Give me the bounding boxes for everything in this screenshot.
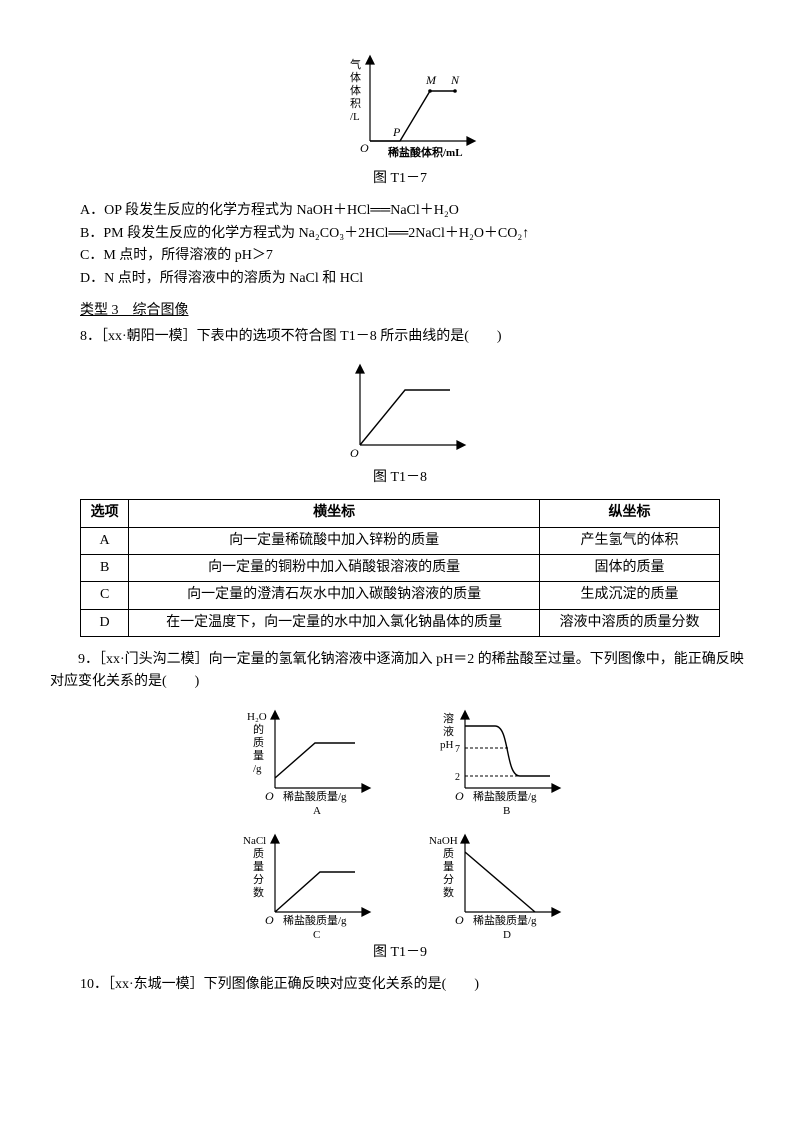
table-row: D 在一定温度下，向一定量的水中加入氯化钠晶体的质量 溶液中溶质的质量分数: [81, 609, 720, 636]
svg-text:A: A: [313, 805, 321, 817]
options-block-7: A．OP 段发生反应的化学方程式为 NaOH＋HCl══NaCl＋H₂O B．P…: [80, 200, 750, 290]
question-10: 10．［xx·东城一模］下列图像能正确反映对应变化关系的是( ): [80, 974, 750, 996]
chart-t1-8: O: [320, 355, 480, 465]
svg-text:气: 气: [350, 57, 361, 71]
svg-text:O: O: [265, 789, 274, 803]
figure-t1-7: M N P O 气 体 体 积 /L 稀盐酸体积/mL: [50, 46, 750, 166]
svg-text:H₂O: H₂O: [247, 711, 267, 723]
label-O: O: [360, 141, 369, 155]
svg-text:/L: /L: [350, 111, 360, 123]
svg-text:量: 量: [253, 860, 264, 873]
svg-text:体: 体: [350, 70, 361, 84]
th-y: 纵坐标: [539, 500, 719, 527]
svg-text:7: 7: [455, 744, 460, 755]
svg-text:的: 的: [253, 722, 264, 736]
svg-text:2: 2: [455, 772, 460, 783]
svg-text:分: 分: [443, 873, 454, 886]
svg-text:稀盐酸质量/g: 稀盐酸质量/g: [283, 913, 347, 927]
option-C: C．M 点时，所得溶液的 pH＞7: [80, 245, 750, 267]
svg-text:O: O: [265, 913, 274, 927]
svg-text:溶: 溶: [443, 711, 454, 725]
svg-text:B: B: [503, 805, 510, 817]
svg-text:液: 液: [443, 724, 454, 738]
svg-text:量: 量: [443, 860, 454, 873]
caption-t1-8: 图 T1－8: [50, 467, 750, 489]
figure-t1-8: O: [50, 355, 750, 465]
label-M: M: [425, 73, 437, 87]
chart-t1-7: M N P O 气 体 体 积 /L 稀盐酸体积/mL: [310, 46, 490, 166]
svg-text:分: 分: [253, 873, 264, 886]
th-x: 横坐标: [129, 500, 540, 527]
option-B: B．PM 段发生反应的化学方程式为 Na₂CO₃＋2HCl══2NaCl＋H₂O…: [80, 223, 750, 245]
chart-9D: NaOH 质 量 分 数 O 稀盐酸质量/g D: [415, 822, 575, 942]
svg-text:质: 质: [253, 847, 264, 860]
caption-t1-7: 图 T1－7: [50, 168, 750, 190]
table-row: A 向一定量稀硫酸中加入锌粉的质量 产生氢气的体积: [81, 527, 720, 554]
chart-9B: 溶 液 pH 7 2 O 稀盐酸质量/g B: [415, 698, 575, 818]
label-N: N: [450, 73, 460, 87]
svg-text:积: 积: [350, 97, 361, 110]
option-D: D．N 点时，所得溶液中的溶质为 NaCl 和 HCl: [80, 268, 750, 290]
svg-text:量: 量: [253, 749, 264, 762]
table-row: B 向一定量的铜粉中加入硝酸银溶液的质量 固体的质量: [81, 554, 720, 581]
table-row: C 向一定量的澄清石灰水中加入碳酸钠溶液的质量 生成沉淀的质量: [81, 582, 720, 609]
svg-text:O: O: [455, 789, 464, 803]
svg-text:数: 数: [443, 886, 454, 899]
svg-text:稀盐酸质量/g: 稀盐酸质量/g: [473, 913, 537, 927]
svg-text:体: 体: [350, 83, 361, 97]
chart-9C: NaCl 质 量 分 数 O 稀盐酸质量/g C: [225, 822, 385, 942]
caption-t1-9: 图 T1－9: [50, 942, 750, 964]
svg-text:质: 质: [253, 736, 264, 749]
xlabel: 稀盐酸体积/mL: [388, 145, 463, 159]
svg-text:O: O: [455, 913, 464, 927]
svg-text:D: D: [503, 929, 511, 941]
question-8: 8．［xx·朝阳一模］下表中的选项不符合图 T1－8 所示曲线的是( ): [80, 326, 750, 348]
svg-text:C: C: [313, 929, 320, 941]
svg-text:稀盐酸质量/g: 稀盐酸质量/g: [473, 789, 537, 803]
label-O8: O: [350, 446, 359, 460]
svg-text:pH: pH: [440, 739, 454, 751]
chart-9A: H₂O 的 质 量 /g O 稀盐酸质量/g A: [225, 698, 385, 818]
type3-heading: 类型 3 综合图像: [80, 303, 189, 318]
option-A: A．OP 段发生反应的化学方程式为 NaOH＋HCl══NaCl＋H₂O: [80, 200, 750, 222]
svg-text:/g: /g: [253, 763, 262, 775]
label-P: P: [392, 125, 401, 139]
svg-text:数: 数: [253, 886, 264, 899]
th-opt: 选项: [81, 500, 129, 527]
figure-t1-9: H₂O 的 质 量 /g O 稀盐酸质量/g A 溶 液 pH 7 2 O 稀盐: [50, 698, 750, 942]
svg-text:质: 质: [443, 847, 454, 860]
table-q8: 选项 横坐标 纵坐标 A 向一定量稀硫酸中加入锌粉的质量 产生氢气的体积 B 向…: [80, 499, 720, 637]
svg-text:NaOH: NaOH: [429, 835, 458, 847]
svg-text:NaCl: NaCl: [243, 835, 266, 847]
svg-text:稀盐酸质量/g: 稀盐酸质量/g: [283, 789, 347, 803]
question-9: 9．［xx·门头沟二模］向一定量的氢氧化钠溶液中逐滴加入 pH＝2 的稀盐酸至过…: [50, 649, 750, 694]
